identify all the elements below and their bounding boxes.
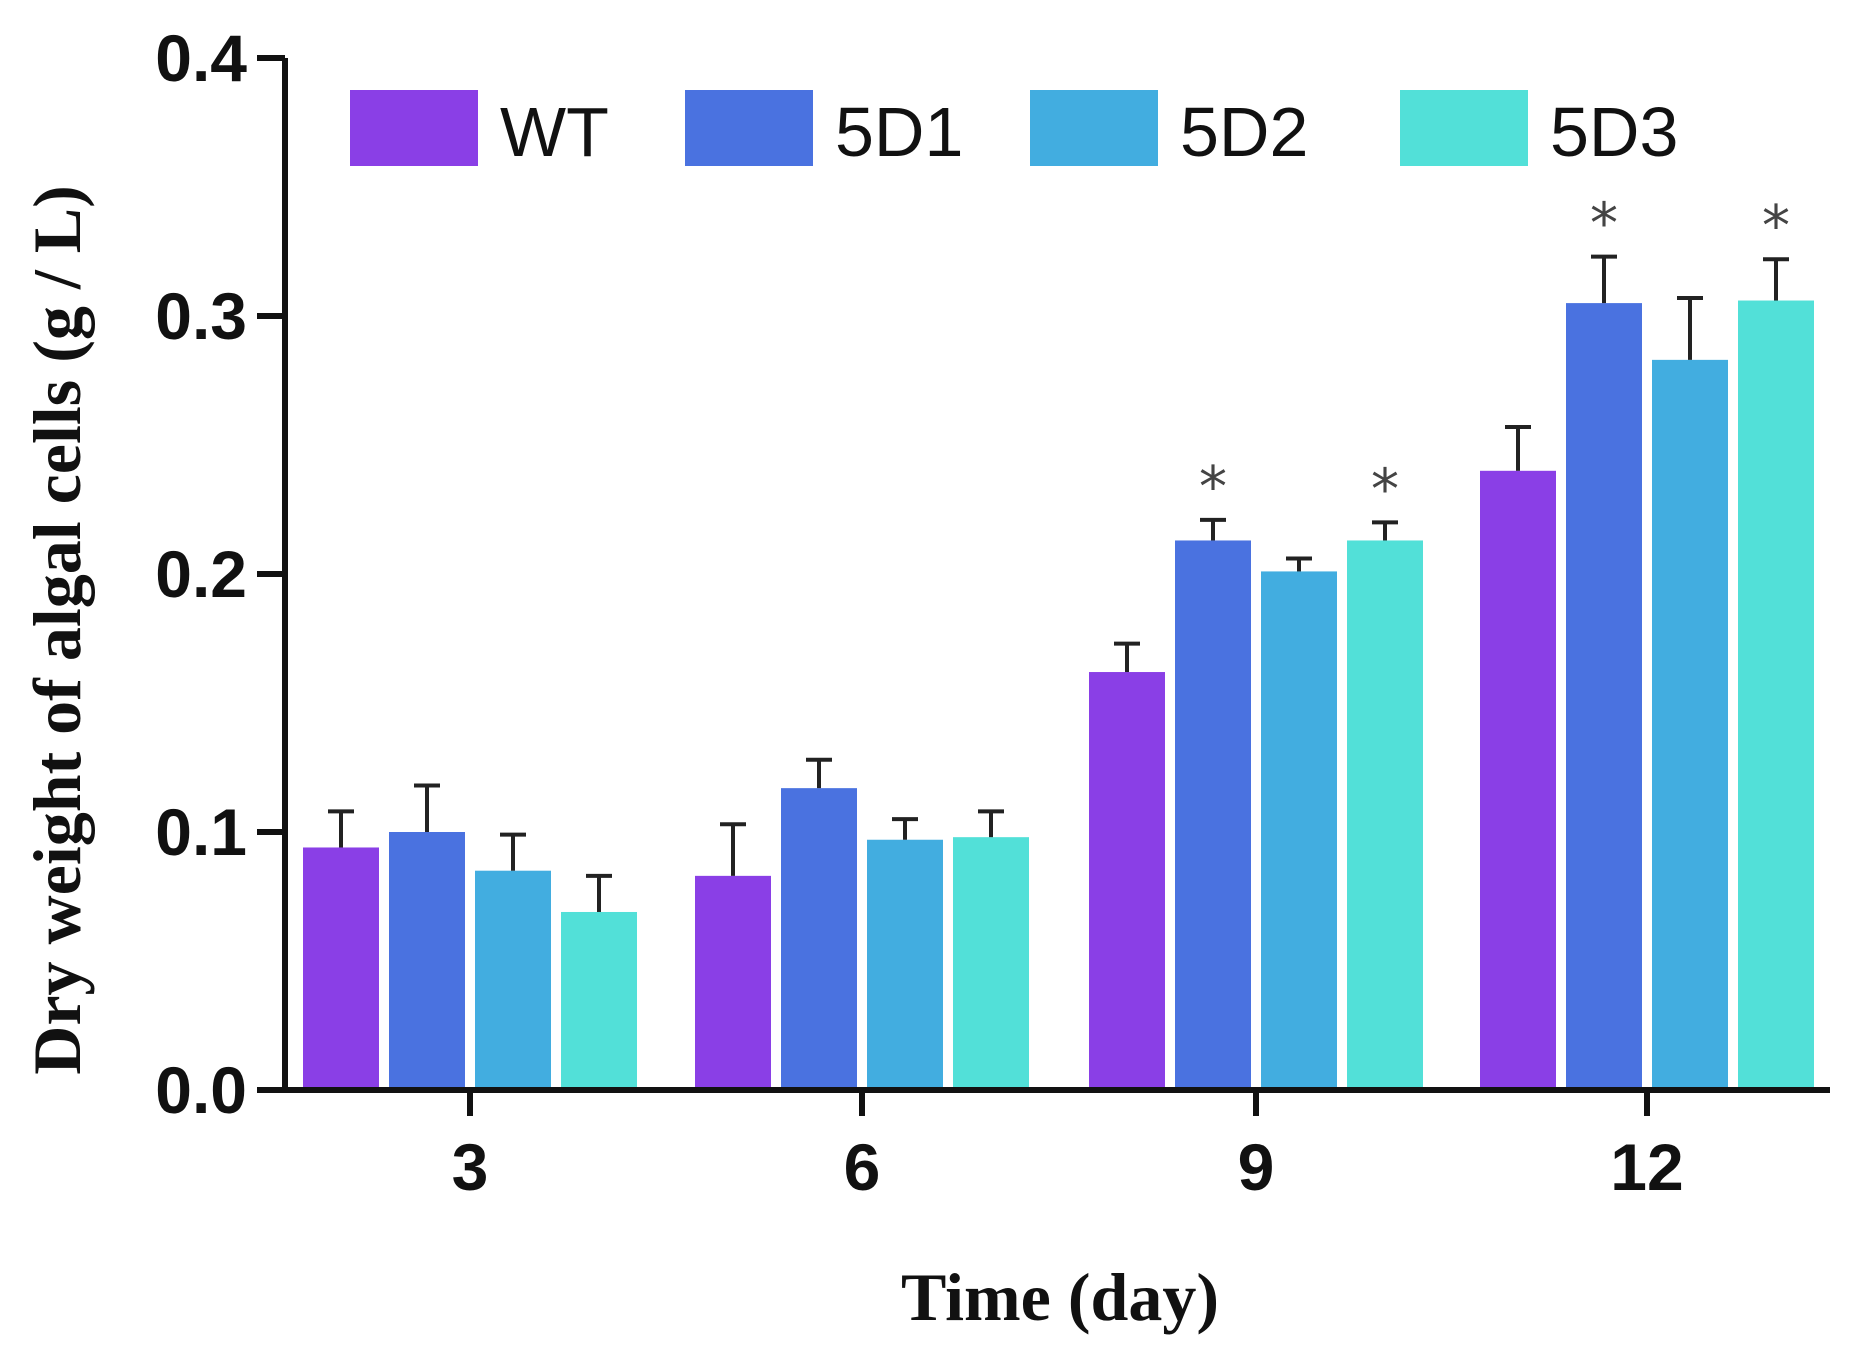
bar-5d2-day-6 <box>867 839 943 1090</box>
error-bar-wt-day-9 <box>1114 641 1140 673</box>
error-bar-5d2-day-3 <box>500 832 526 871</box>
error-bars-layer <box>328 254 1789 912</box>
bar-wt-day-9 <box>1089 672 1165 1090</box>
y-tick-label: 0.3 <box>155 279 247 353</box>
legend-swatch <box>350 90 478 166</box>
error-bar-5d1-day-6 <box>806 757 832 789</box>
legend-label: 5D2 <box>1180 93 1308 171</box>
bar-5d3-day-6 <box>953 837 1029 1090</box>
x-tick-label: 12 <box>1610 1130 1683 1204</box>
error-bar-5d2-day-6 <box>892 817 918 840</box>
bar-5d3-day-12 <box>1738 300 1814 1090</box>
error-bar-wt-day-6 <box>720 822 746 876</box>
significance-marker-5d1-day-9: * <box>1199 455 1227 520</box>
legend-item-5d2: 5D2 <box>1030 90 1308 171</box>
error-bar-5d1-day-12 <box>1591 254 1617 304</box>
error-bar-5d3-day-9 <box>1372 520 1398 541</box>
bar-5d2-day-3 <box>475 870 551 1090</box>
bar-5d1-day-12 <box>1566 303 1642 1091</box>
error-bar-wt-day-3 <box>328 809 354 848</box>
legend-swatch <box>685 90 813 166</box>
legend: WT 5D1 5D2 5D3 <box>350 90 1678 171</box>
error-bar-5d1-day-9 <box>1200 517 1226 541</box>
bar-5d1-day-6 <box>781 788 857 1090</box>
legend-item-5d1: 5D1 <box>685 90 963 171</box>
x-tick-label: 6 <box>844 1130 881 1204</box>
x-tick-label: 9 <box>1238 1130 1275 1204</box>
bar-wt-day-6 <box>695 875 771 1090</box>
legend-label: 5D1 <box>835 93 963 171</box>
y-tick-label: 0.0 <box>155 1053 247 1127</box>
bar-5d1-day-9 <box>1175 540 1251 1090</box>
error-bar-5d2-day-12 <box>1677 295 1703 360</box>
significance-marker-5d1-day-12: * <box>1590 192 1618 257</box>
legend-swatch <box>1030 90 1158 166</box>
bar-5d3-day-9 <box>1347 540 1423 1090</box>
bar-5d2-day-12 <box>1652 359 1728 1090</box>
legend-swatch <box>1400 90 1528 166</box>
y-tick-label: 0.4 <box>155 21 247 95</box>
y-axis-title: Dry weight of algal cells (g / L) <box>19 185 95 1075</box>
bar-5d2-day-9 <box>1261 571 1337 1090</box>
legend-label: 5D3 <box>1550 93 1678 171</box>
significance-layer: * * * * <box>1199 192 1790 523</box>
bar-5d3-day-3 <box>561 911 637 1090</box>
y-tick-label: 0.1 <box>155 795 247 869</box>
legend-item-5d3: 5D3 <box>1400 90 1678 171</box>
significance-marker-5d3-day-9: * <box>1371 457 1399 522</box>
error-bar-5d3-day-12 <box>1763 257 1789 301</box>
bar-wt-day-12 <box>1480 470 1556 1090</box>
y-tick-label: 0.2 <box>155 537 247 611</box>
significance-marker-5d3-day-12: * <box>1762 194 1790 259</box>
ticks-layer: 0.0 0.1 0.2 0.3 0.4 3 6 9 12 <box>155 21 1683 1204</box>
error-bar-5d3-day-3 <box>586 873 612 912</box>
bar-wt-day-3 <box>303 847 379 1090</box>
x-tick-label: 3 <box>452 1130 489 1204</box>
error-bar-5d2-day-9 <box>1286 556 1312 572</box>
error-bar-5d3-day-6 <box>978 809 1004 838</box>
bars-layer <box>303 300 1814 1091</box>
bar-5d1-day-3 <box>389 832 465 1090</box>
error-bar-wt-day-12 <box>1505 424 1531 471</box>
error-bar-5d1-day-3 <box>414 783 440 832</box>
x-axis-title: Time (day) <box>901 1259 1219 1335</box>
legend-label: WT <box>500 93 609 171</box>
legend-item-wt: WT <box>350 90 609 171</box>
